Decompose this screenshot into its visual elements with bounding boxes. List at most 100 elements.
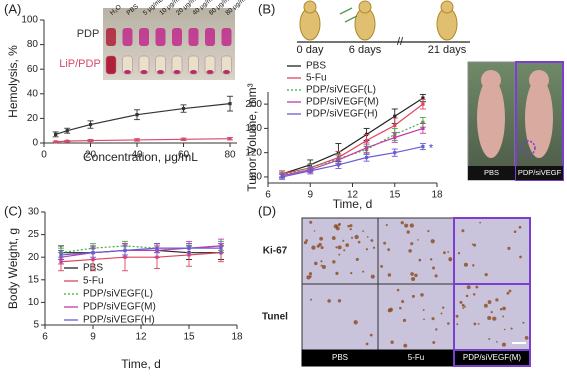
stain-dot [401,300,405,304]
stain-dot [406,230,410,234]
stain-dot [461,229,465,233]
stain-dot [430,239,435,244]
stain-dot [369,333,373,337]
histology-image [453,283,531,351]
stain-dot [449,259,452,262]
stain-dot [332,260,336,264]
point [123,248,127,253]
mouse-head [529,70,549,90]
stain-dot [308,272,313,276]
legend-label: PDP/siVEGF(L) [83,289,153,300]
stain-dot [502,315,505,318]
x-tick-label: 15 [389,190,401,201]
x-tick-label: 12 [135,332,147,343]
x-tick-label: 60 [178,150,190,161]
pellet [157,70,164,74]
point [65,139,69,143]
stain-dot [447,251,450,253]
pellet [173,70,181,74]
tube [106,28,116,46]
stain-dot [472,293,476,296]
point [181,106,186,111]
y-tick-label: 30 [28,207,40,218]
point [364,138,369,143]
point [187,246,191,250]
photo-caption-bg [468,166,515,180]
point [228,102,232,106]
tube [205,28,215,46]
point [219,246,223,250]
stain-dot [513,230,517,233]
mouse [477,78,505,158]
stain-dot [448,257,453,262]
stain-dot [380,264,384,268]
stain-dot [471,243,474,246]
stain-dot [335,271,339,275]
stain-dot [337,299,342,303]
mouse-head [358,0,372,14]
legend-label: PDP/siVEGF(M) [83,302,156,313]
stain-dot [387,248,391,252]
stain-dot [459,300,463,304]
stain-dot [309,220,313,224]
stain-dot [518,225,522,229]
stain-dot [400,221,404,225]
stain-dot [423,318,425,321]
y-axis-label: Hemolysis, % [6,45,20,118]
stain-dot [465,294,469,298]
x-tick-label: 12 [347,190,359,201]
stain-dot [443,251,446,255]
stain-dot [417,239,419,241]
stain-dot [383,241,387,245]
point [336,163,341,167]
stain-dot [510,327,513,330]
x-tick-label: 40 [131,150,143,161]
legend-label: LiP/PDP [59,58,101,70]
series-line [281,127,424,177]
stain-dot [404,223,409,228]
y-tick-label: 80 [27,39,39,50]
point [59,253,63,257]
point [421,120,425,124]
series-line [281,146,424,178]
legend-label: PDP/siVEGF(H) [306,109,378,120]
stain-dot [435,328,438,331]
y-tick-label: 20 [28,252,40,263]
legend-label: PDP [77,28,100,40]
stain-dot [320,264,323,267]
column-label: PDP/siVEGF(M) [463,353,522,362]
photo-caption: PDP/siVEGF [518,168,562,177]
stain-dot [403,343,408,348]
stain-dot [463,262,468,267]
stain-dot [434,274,438,278]
stain-dot [347,224,351,228]
y-axis-label: Tumor Volume, mm³ [245,83,259,191]
stain-dot [431,317,435,321]
row-label: Tunel [262,312,288,323]
photo-caption-bg [516,166,563,180]
point [181,137,186,141]
histology-image [301,217,379,285]
stain-dot [499,308,503,311]
point [54,140,58,144]
point [393,114,397,118]
stain-dot [399,306,402,310]
stain-dot [365,342,369,346]
stain-dot [314,261,318,266]
point [421,126,425,130]
stain-dot [447,322,450,325]
legend-label: 5-Fu [306,73,327,84]
stain-dot [335,246,338,249]
stain-dot [484,273,488,277]
point [54,132,58,136]
legend-label: PBS [306,61,326,72]
stain-dot [342,239,345,242]
stain-dot [508,289,512,293]
stain-dot [318,242,322,247]
point [393,151,397,155]
stain-dot [501,342,506,347]
stain-dot [353,320,358,325]
point [88,122,93,127]
point [135,138,139,142]
stain-dot [503,328,506,331]
